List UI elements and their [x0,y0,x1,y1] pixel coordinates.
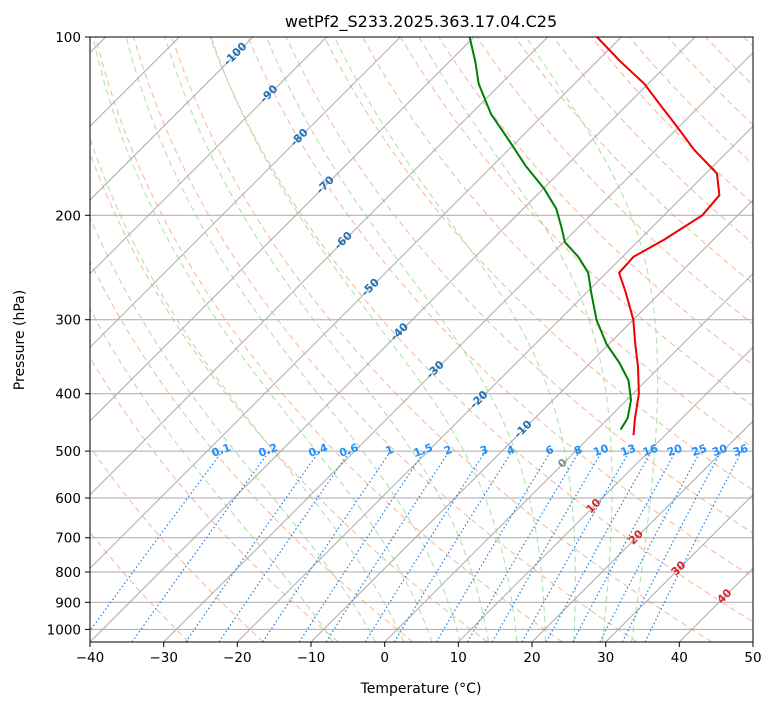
mixing-ratio-label: 4 [505,443,517,458]
x-tick-label: 50 [744,650,761,666]
mixing-ratio-line [545,450,653,642]
isotherm-line [90,37,475,422]
mixing-ratio-label: 16 [641,442,660,460]
moist-adiabat [210,37,518,642]
isotherm-line [90,37,696,642]
x-tick-label: 20 [523,650,540,666]
moist-adiabat [92,37,433,642]
mixing-ratio-label: 10 [591,442,610,460]
mixing-ratio-label: 1 [384,443,396,458]
dry-adiabat [285,37,753,535]
isotherm-line [236,125,753,642]
dewpoint-profile [468,37,632,431]
x-tick-label: 10 [450,650,467,666]
isotherm-line [90,37,622,570]
y-axis-label: Pressure (hPa) [12,290,28,390]
y-tick-label: 900 [55,595,81,611]
x-tick-label: −10 [297,650,326,666]
dry-adiabat [476,37,753,325]
mixing-ratio-line [298,450,425,642]
mixing-ratio-label: 0.2 [257,441,280,460]
plot-area: -100-90-80-70-60-50-40-30-20-100.1 0.2 0.4… [90,37,753,642]
mixing-ratio-line [131,450,270,642]
moist-adiabat [125,37,461,642]
moist-adiabat [265,37,546,642]
isotherm-line [457,346,753,642]
mixing-ratio-label: 8 [572,443,584,458]
y-tick-label: 200 [55,208,81,224]
mixing-ratio-line [185,450,320,642]
mixing-ratio-label: 0.6 [338,441,361,460]
x-tick-label: 40 [671,650,688,666]
mixing-ratio-line [644,450,743,642]
mixing-ratio-label: 3 [478,443,490,458]
x-tick-label: −30 [149,650,178,666]
mixing-ratio-line [325,450,450,642]
mixing-ratio-label: 0.1 [210,441,233,460]
isotherm-line [605,493,753,642]
y-tick-label: 100 [55,30,81,46]
y-tick-label: 600 [55,491,81,507]
y-tick-label: 400 [55,387,81,403]
mixing-ratio-line [521,450,631,642]
moist-adiabat [164,37,490,642]
mixing-ratio-label: 6 [544,443,556,458]
isotherm-line [90,37,254,201]
dry-adiabat [209,37,753,623]
dry-adiabat [247,37,753,578]
y-tick-label: 300 [55,313,81,329]
dry-adiabat [94,37,563,642]
isotherm-line [310,199,753,642]
mixing-ratio-label: 13 [619,442,638,459]
dry-adiabat [90,445,264,642]
isotherm-line [163,51,753,642]
mixing-ratio-label: 36 [731,442,750,460]
dry-adiabat [90,356,339,642]
isotherm-line [90,37,401,349]
x-tick-label: 30 [597,650,614,666]
mixing-ratio-line [218,450,351,642]
dry-adiabat [90,260,414,642]
moist-adiabat [90,307,334,642]
y-tick-label: 800 [55,565,81,581]
mixing-ratio-line [572,450,677,642]
mixing-ratio-line [393,450,513,642]
mixing-ratio-label: 2 [442,443,454,458]
mixing-ratio-label: 25 [690,442,709,459]
y-tick-label: 1000 [47,622,81,638]
mixing-ratio-line [90,450,223,632]
axes: −40 −30 −20 −10 0 10 20 30 40 5010020030040050060… [47,30,762,666]
moist-adiabat [90,216,376,642]
isotherm-line [531,420,753,642]
x-tick-label: 0 [380,650,389,666]
moist-adiabat [90,136,405,642]
temperature-profile [596,37,721,436]
isotherm-line [384,272,753,642]
dry-adiabat [514,37,753,285]
y-tick-label: 500 [55,444,81,460]
plot-border [89,36,754,643]
x-tick-label: −40 [76,650,105,666]
mixing-ratio-label: 0.4 [307,441,330,460]
mixing-ratio-line [262,450,392,642]
mixing-ratio-label: 20 [665,442,684,460]
plot-frame [89,36,754,643]
moist-adiabat [418,37,613,642]
dry-adiabat [171,37,712,642]
dry-adiabat [323,37,753,491]
isotherm-line [90,37,328,275]
moist-adiabat [525,37,659,642]
y-tick-label: 700 [55,531,81,547]
isotherm-line [90,37,549,496]
x-tick-label: −20 [223,650,252,666]
mixing-ratio-label: 1.5 [412,441,435,460]
chart-title: wetPf2_S233.2025.363.17.04.C25 [285,12,557,32]
mixing-ratio-label: 30 [710,442,729,460]
moist-adiabat [334,37,576,642]
x-axis-label: Temperature (°C) [360,681,482,697]
